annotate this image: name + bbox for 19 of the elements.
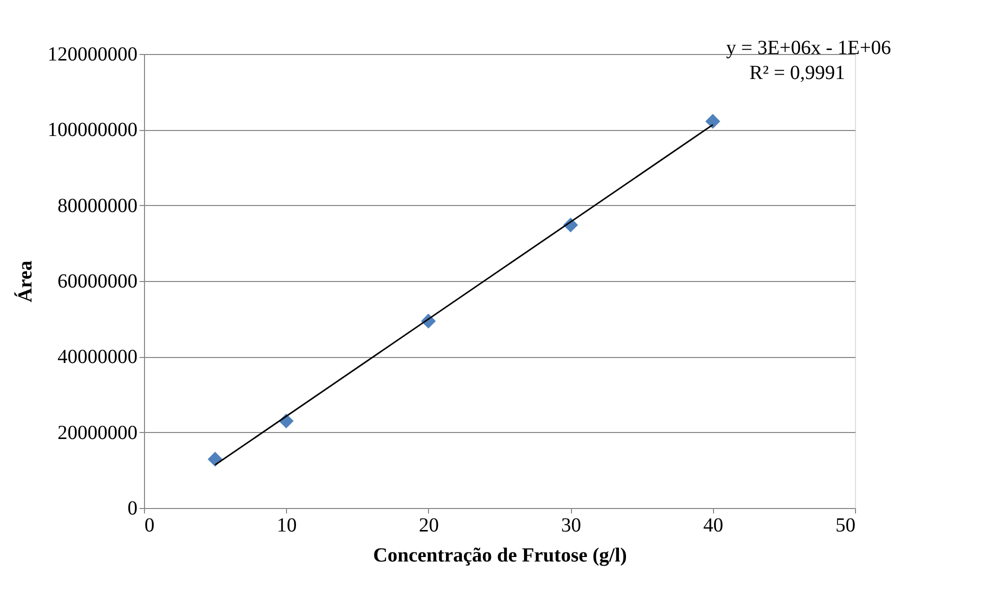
annotation: R² = 0,9991 — [749, 62, 845, 84]
y-tick-label: 0 — [128, 498, 138, 520]
annotation: y = 3E+06x - 1E+06 — [726, 37, 891, 59]
x-axis-title: Concentração de Frutose (g/l) — [373, 544, 627, 566]
point — [208, 452, 223, 467]
x-tick-label: 20 — [418, 514, 439, 536]
x-tick-label: 10 — [276, 514, 297, 536]
y-axis-title: Área — [14, 260, 36, 302]
y-tick-label: 20000000 — [58, 422, 138, 444]
y-tick-label: 60000000 — [58, 270, 138, 292]
x-tick-label: 30 — [561, 514, 582, 536]
y-tick-label: 40000000 — [58, 346, 138, 368]
y-tick-label: 100000000 — [48, 119, 138, 142]
x-tick-label: 40 — [703, 514, 724, 536]
point — [705, 114, 720, 129]
x-tick-label: 0 — [144, 514, 154, 536]
y-tick-label: 80000000 — [58, 194, 138, 217]
y-tick-label: 120000000 — [48, 44, 138, 66]
x-tick-label: 50 — [836, 514, 856, 536]
